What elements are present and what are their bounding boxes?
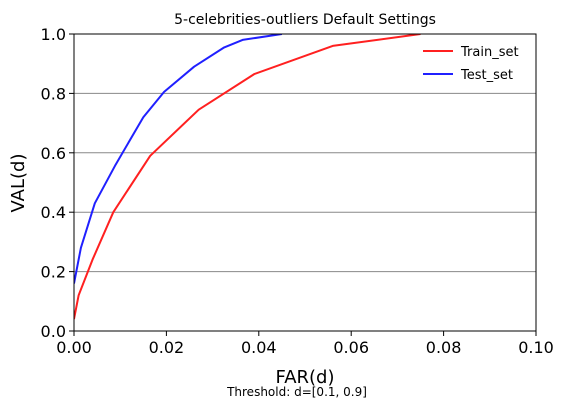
series-line-train-set — [74, 34, 421, 320]
legend-label: Test_set — [460, 68, 513, 83]
series-layer — [74, 34, 421, 320]
x-tick-label: 0.00 — [56, 338, 92, 357]
series-line-test-set — [74, 34, 283, 284]
y-tick-label: 0.4 — [41, 203, 66, 222]
y-tick-label: 0.8 — [41, 84, 66, 103]
x-tick-label: 0.06 — [333, 338, 369, 357]
chart-title: 5-celebrities-outliers Default Settings — [174, 12, 436, 28]
plot-frame — [73, 33, 537, 332]
x-axis-ticks: 0.00 0.02 0.04 0.06 0.08 0.10 — [56, 331, 554, 357]
legend-label: Train_set — [460, 45, 519, 60]
x-tick-label: 0.08 — [426, 338, 462, 357]
threshold-note: Threshold: d=[0.1, 0.9] — [226, 385, 367, 399]
x-tick-label: 0.04 — [241, 338, 277, 357]
x-axis-title: FAR(d) — [276, 367, 335, 388]
y-tick-label: 0.2 — [41, 263, 66, 282]
x-tick-label: 0.10 — [518, 338, 554, 357]
y-tick-label: 0.0 — [41, 322, 66, 341]
y-axis-ticks: 0.0 0.2 0.4 0.6 0.8 1.0 — [41, 25, 74, 341]
y-tick-label: 0.6 — [41, 144, 66, 163]
y-axis-title: VAL(d) — [8, 154, 29, 213]
y-tick-label: 1.0 — [41, 25, 66, 44]
x-tick-label: 0.02 — [149, 338, 185, 357]
legend: Train_set Test_set — [423, 45, 519, 83]
